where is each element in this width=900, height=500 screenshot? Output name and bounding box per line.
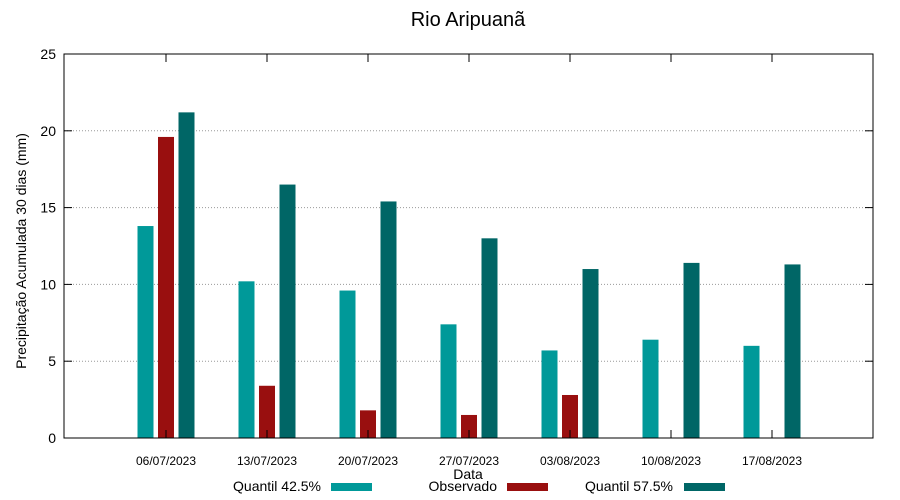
x-tick-label: 10/08/2023: [641, 454, 701, 468]
bar-quantil-42-5--5: [642, 339, 659, 438]
bar-quantil-57-5--6: [784, 264, 801, 438]
y-tick-label: 5: [48, 353, 56, 369]
legend: Quantil 42.5% Observado Quantil 57.5%: [233, 478, 725, 494]
y-axis-ticks: 0 5 10 15 20 25: [40, 46, 873, 446]
y-axis-label: Precipitação Acumulada 30 dias (mm): [13, 133, 29, 369]
legend-label: Observado: [429, 478, 498, 494]
bar-quantil-57-5--4: [582, 269, 599, 438]
x-tick-label: 20/07/2023: [338, 454, 398, 468]
bars-layer: [137, 112, 801, 439]
y-tick-label: 0: [48, 430, 56, 446]
y-tick-label: 10: [40, 276, 56, 292]
chart-title: Rio Aripuanã: [411, 9, 526, 31]
bar-quantil-42-5--1: [238, 281, 255, 438]
x-tick-label: 03/08/2023: [540, 454, 600, 468]
bar-quantil-57-5--0: [178, 112, 195, 439]
bar-quantil-42-5--6: [743, 345, 760, 438]
x-axis-label: Data: [453, 466, 483, 482]
x-tick-label: 27/07/2023: [439, 454, 499, 468]
y-tick-label: 15: [40, 200, 56, 216]
legend-label: Quantil 57.5%: [585, 478, 673, 494]
bar-observado-0: [158, 136, 174, 438]
y-tick-label: 25: [40, 46, 56, 62]
bar-quantil-57-5--5: [683, 262, 700, 438]
bar-observado-1: [259, 385, 275, 438]
legend-swatch: [507, 483, 548, 491]
bar-observado-3: [461, 414, 477, 438]
bar-quantil-57-5--3: [481, 238, 498, 438]
bar-observado-4: [562, 394, 578, 438]
legend-label: Quantil 42.5%: [233, 478, 321, 494]
legend-swatch: [684, 483, 725, 491]
x-tick-label: 17/08/2023: [742, 454, 802, 468]
bar-observado-2: [360, 410, 376, 438]
bar-quantil-42-5--2: [339, 290, 356, 438]
bar-quantil-42-5--3: [440, 324, 457, 438]
legend-swatch: [331, 483, 372, 491]
x-tick-label: 06/07/2023: [136, 454, 196, 468]
y-tick-label: 20: [40, 123, 56, 139]
x-axis-ticks: 06/07/2023 13/07/2023 20/07/2023 27/07/2023…: [136, 54, 802, 468]
x-tick-label: 13/07/2023: [237, 454, 297, 468]
bar-quantil-57-5--1: [279, 184, 296, 438]
bar-quantil-57-5--2: [380, 201, 397, 438]
bar-quantil-42-5--0: [137, 226, 154, 438]
bar-quantil-42-5--4: [541, 350, 558, 438]
